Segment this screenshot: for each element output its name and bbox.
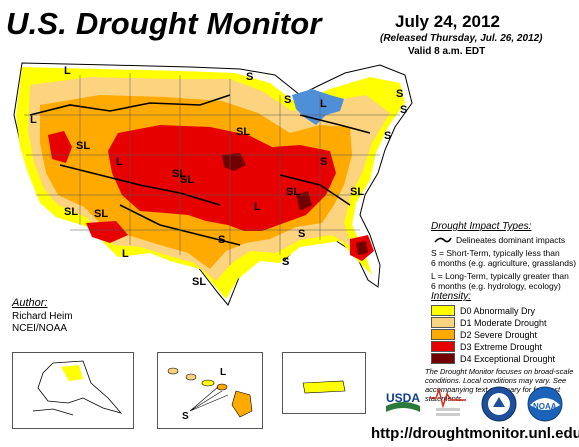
puerto-rico-map [302, 380, 346, 394]
legend-d0-swatch [431, 305, 455, 316]
valid-time: Valid 8 a.m. EDT [408, 46, 486, 57]
impact-label: SL [192, 276, 206, 288]
author-name: Richard Heim [12, 311, 73, 322]
alaska-inset [12, 352, 134, 429]
legend-d1: D1 Moderate Drought [431, 317, 547, 328]
impact-label: S [384, 130, 391, 142]
legend-d2: D2 Severe Drought [431, 329, 537, 340]
impact-label: SL [180, 174, 194, 186]
noaa-text: NOAA [533, 402, 557, 411]
map-title: U.S. Drought Monitor [6, 6, 322, 41]
impact-line-icon [434, 237, 452, 243]
hawaii-s-label: S [182, 411, 189, 422]
impact-label: SL [172, 168, 186, 180]
d4-region-2 [296, 191, 312, 211]
d3-region [108, 125, 336, 231]
alaska-map [32, 360, 123, 416]
impact-label: L [30, 114, 37, 126]
legend-d1-label: D1 Moderate Drought [460, 317, 547, 328]
d4-region [222, 153, 246, 171]
impact-label: L [116, 156, 123, 168]
impact-label: S [246, 71, 253, 83]
impact-label: S [282, 256, 289, 268]
website-url[interactable]: http://droughtmonitor.unl.edu/ [371, 425, 579, 442]
impact-label: S [320, 156, 327, 168]
legend-d1-swatch [431, 317, 455, 328]
legend-d3: D3 Extreme Drought [431, 341, 542, 352]
legend-d0-label: D0 Abnormally Dry [460, 305, 536, 316]
puerto-rico-inset [282, 352, 366, 414]
noaa-logo: NOAA [526, 385, 564, 423]
d4-region-3 [356, 241, 368, 255]
impact-label: S [400, 104, 407, 116]
department-of-commerce-seal [480, 385, 518, 423]
release-date: (Released Thursday, Jul. 26, 2012) [380, 33, 543, 44]
impact-label: S [396, 88, 403, 100]
impact-label: S [218, 234, 225, 246]
ndmc-logo [428, 384, 468, 422]
legend-d4-label: D4 Exceptional Drought [460, 353, 556, 364]
usda-logo: USDA [384, 388, 422, 416]
impact-short-term-1: S = Short-Term, typically less than [431, 248, 560, 258]
legend-d4: D4 Exceptional Drought [431, 353, 555, 364]
impact-label: SL [350, 186, 364, 198]
impact-long-term-2: 6 months (e.g. hydrology, ecology) [431, 281, 561, 291]
impact-label: SL [236, 126, 250, 138]
impact-label: SL [94, 208, 108, 220]
impact-label: L [320, 98, 327, 110]
impact-label: SL [76, 140, 90, 152]
hawaii-inset: S L [157, 352, 263, 429]
hawaii-l-label: L [220, 367, 226, 378]
legend-d0: D0 Abnormally Dry [431, 305, 535, 316]
impact-label: SL [286, 186, 300, 198]
impact-long-term-1: L = Long-Term, typically greater than [431, 271, 569, 281]
impact-label: SL [64, 206, 78, 218]
intensity-heading: Intensity: [431, 291, 472, 302]
impact-delineates: Delineates dominant impacts [456, 235, 566, 245]
legend-d2-label: D2 Severe Drought [460, 329, 538, 340]
hawaii-map: S L [167, 367, 253, 422]
legend-d3-swatch [431, 341, 455, 352]
impact-label: S [284, 94, 291, 106]
impact-types-heading: Drought Impact Types: [431, 221, 532, 232]
author-heading: Author: [12, 297, 48, 309]
d3-region-southwest [86, 221, 128, 243]
impact-label: L [122, 248, 129, 260]
impact-label: S [298, 228, 305, 240]
author-block: Richard Heim NCEI/NOAA [12, 311, 73, 335]
usda-text: USDA [386, 391, 420, 405]
legend-d2-swatch [431, 329, 455, 340]
state-boundaries [24, 73, 400, 265]
map-date: July 24, 2012 [395, 12, 500, 31]
legend-d4-swatch [431, 353, 455, 364]
legend-d3-label: D3 Extreme Drought [460, 341, 543, 352]
impact-short-term-2: 6 months (e.g. agriculture, grasslands) [431, 258, 577, 268]
author-org: NCEI/NOAA [12, 323, 68, 334]
impact-label: L [64, 65, 71, 77]
impact-label: L [254, 201, 261, 213]
